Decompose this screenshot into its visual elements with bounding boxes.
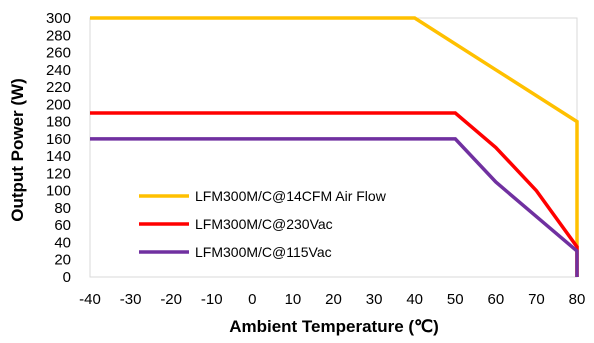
series-lines bbox=[90, 16, 579, 277]
x-axis-label: Ambient Temperature (℃) bbox=[229, 317, 439, 336]
x-tick-label: 30 bbox=[366, 291, 383, 308]
y-tick-label: 240 bbox=[46, 62, 71, 79]
x-tick-label: 80 bbox=[569, 291, 586, 308]
x-tick-label: -30 bbox=[120, 291, 142, 308]
x-tick-label: 40 bbox=[406, 291, 423, 308]
legend: LFM300M/C@14CFM Air Flow LFM300M/C@230Vac… bbox=[139, 188, 387, 260]
x-tick-label: 50 bbox=[447, 291, 464, 308]
x-axis-ticks: -40 -30 -20 -10 0 10 20 30 40 50 60 70 80 bbox=[79, 291, 585, 308]
y-tick-label: 140 bbox=[46, 148, 71, 165]
legend-label-3: LFM300M/C@115Vac bbox=[195, 244, 332, 260]
y-tick-label: 60 bbox=[54, 217, 71, 234]
y-tick-label: 180 bbox=[46, 114, 71, 131]
plot-border bbox=[89, 17, 578, 278]
y-tick-label: 100 bbox=[46, 183, 71, 200]
x-tick-label: 10 bbox=[285, 291, 302, 308]
legend-label-2: LFM300M/C@230Vac bbox=[195, 216, 333, 232]
x-tick-label: -10 bbox=[201, 291, 223, 308]
y-axis-label: Output Power (W) bbox=[8, 78, 27, 222]
y-tick-label: 20 bbox=[54, 252, 71, 269]
y-tick-label: 80 bbox=[54, 200, 71, 217]
series-line-3 bbox=[90, 137, 579, 277]
y-tick-label: 0 bbox=[63, 269, 71, 286]
x-tick-label: -40 bbox=[79, 291, 101, 308]
x-tick-label: 0 bbox=[248, 291, 256, 308]
y-tick-label: 40 bbox=[54, 234, 71, 251]
y-tick-label: 260 bbox=[46, 45, 71, 62]
x-tick-label: -20 bbox=[160, 291, 182, 308]
x-tick-label: 20 bbox=[325, 291, 342, 308]
legend-label-1: LFM300M/C@14CFM Air Flow bbox=[195, 188, 387, 204]
y-tick-label: 220 bbox=[46, 79, 71, 96]
plot-area bbox=[89, 17, 578, 278]
y-tick-label: 300 bbox=[46, 10, 71, 27]
y-tick-label: 200 bbox=[46, 96, 71, 113]
series-line-1 bbox=[90, 16, 579, 277]
x-tick-label: 60 bbox=[487, 291, 504, 308]
y-tick-label: 120 bbox=[46, 165, 71, 182]
x-tick-label: 70 bbox=[528, 291, 545, 308]
y-tick-label: 280 bbox=[46, 27, 71, 44]
y-axis-ticks: 0204060801001201401601802002202402602803… bbox=[46, 10, 71, 286]
y-tick-label: 160 bbox=[46, 131, 71, 148]
